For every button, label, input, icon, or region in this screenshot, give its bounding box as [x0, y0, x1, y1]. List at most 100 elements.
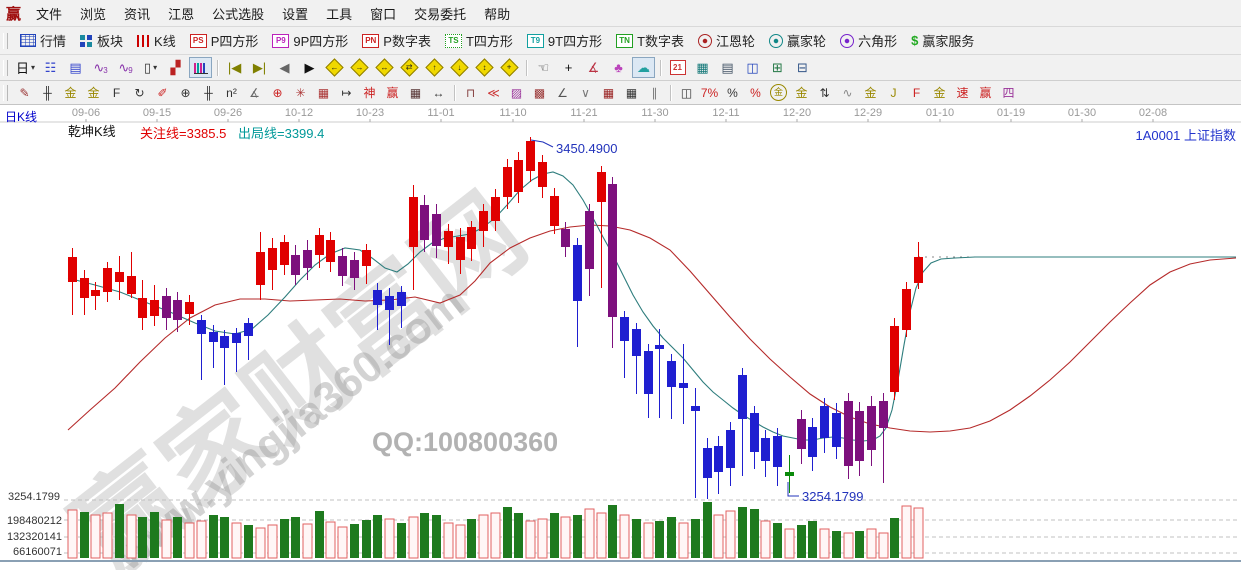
grid-red-tool-button[interactable]: ▦: [598, 83, 619, 102]
minute-chart-button[interactable]: ☷: [39, 57, 62, 78]
gann-arrow-cross-button[interactable]: +: [498, 57, 521, 78]
toolbar-item-winner-service[interactable]: $ 赢家服务: [904, 29, 981, 53]
f-angle-tool-button[interactable]: F: [906, 83, 927, 102]
kline-3-button[interactable]: ∿ 3: [89, 57, 112, 78]
ratio-bars-tool-button[interactable]: ◫: [676, 83, 697, 102]
last-page-button[interactable]: ▶|: [248, 57, 271, 78]
four-angle-tool-button[interactable]: 四: [998, 83, 1019, 102]
angle-ruler-button[interactable]: ∡: [244, 83, 265, 102]
toolbar-item-p-square[interactable]: PS P四方形: [183, 29, 266, 53]
toolbar-item-t-number-table[interactable]: TN T数字表: [609, 29, 691, 53]
chip-purple-button[interactable]: ♣: [607, 57, 630, 78]
pencil-tool-button[interactable]: ✎: [14, 83, 35, 102]
speed-angle-tool-button[interactable]: 速: [952, 83, 973, 102]
gann-arrow-horizontal-button[interactable]: ↔: [373, 57, 396, 78]
width-measure-tool-button[interactable]: ↔: [428, 83, 449, 102]
hand-tool-button[interactable]: ☜: [532, 57, 555, 78]
percent-lines-tool-button[interactable]: %: [745, 83, 766, 102]
toolbar-item-hexagon[interactable]: 六角形: [833, 29, 904, 53]
shen-tool-button[interactable]: 神: [359, 83, 380, 102]
volume-profile-button[interactable]: [189, 57, 212, 78]
menu-item-9[interactable]: 帮助: [484, 6, 511, 22]
menu-item-7[interactable]: 窗口: [370, 6, 397, 22]
next-bar-button[interactable]: ▶: [298, 57, 321, 78]
fibonacci-tool-button[interactable]: F: [106, 83, 127, 102]
percent-7-tool-button[interactable]: 7%: [699, 83, 720, 102]
save-disk-button[interactable]: ◫: [741, 57, 764, 78]
toolbar-item-sectors[interactable]: 板块: [73, 29, 130, 53]
square-grid-tool-button[interactable]: ▦: [313, 83, 334, 102]
gold-angle-2-tool-button[interactable]: 金: [929, 83, 950, 102]
gann-circle-tool-button[interactable]: ⊕: [175, 83, 196, 102]
brush-tool-button[interactable]: ✐: [152, 83, 173, 102]
calendar-button[interactable]: 21: [666, 57, 689, 78]
toolbar-item-9p-square[interactable]: P9 9P四方形: [265, 29, 355, 53]
info-f10-button[interactable]: ▤: [64, 57, 87, 78]
chip-distribution-button[interactable]: ▞: [164, 57, 187, 78]
first-page-button[interactable]: |◀: [223, 57, 246, 78]
menu-item-8[interactable]: 交易委托: [414, 6, 467, 22]
period-day-button[interactable]: 日 ▾: [14, 57, 37, 78]
gann-arrow-right-button[interactable]: →: [348, 57, 371, 78]
parallel-lines-tool-button[interactable]: ∥: [644, 83, 665, 102]
toolbar-item-gann-wheel[interactable]: 江恩轮: [691, 29, 762, 53]
toolbar-item-kline[interactable]: K线: [130, 29, 183, 53]
chart-area[interactable]: 赢家财富网 www.yingjia360.com QQ:100800360 09…: [0, 105, 1241, 570]
ying-tool-button[interactable]: 赢: [382, 83, 403, 102]
toolbar-item-winner-wheel[interactable]: 赢家轮: [762, 29, 833, 53]
wave-tool-button[interactable]: ∿: [837, 83, 858, 102]
n-square-tool-button[interactable]: n²: [221, 83, 242, 102]
notebook-button[interactable]: ▤: [716, 57, 739, 78]
remote-pc-button[interactable]: ⊟: [791, 57, 814, 78]
grid-dark-tool-button[interactable]: ▦: [621, 83, 642, 102]
kline-9-button[interactable]: ∿ 9: [114, 57, 137, 78]
candlestick-chart[interactable]: 09-06 09-15 09-26 10-12 10-23 11-01 11-10 11-21…: [0, 105, 1241, 570]
menu-item-3[interactable]: 江恩: [168, 6, 195, 22]
protractor-tool-button[interactable]: ∡: [582, 57, 605, 78]
grid-123-tool-button[interactable]: ▦: [405, 83, 426, 102]
ying-angle-tool-button[interactable]: 赢: [975, 83, 996, 102]
grid-hash-1-button[interactable]: ╫: [37, 83, 58, 102]
calculator-button[interactable]: ▦: [691, 57, 714, 78]
candle-style-button[interactable]: ▯ ▾: [139, 57, 162, 78]
updown-brush-tool-button[interactable]: ⇅: [814, 83, 835, 102]
menu-item-4[interactable]: 公式选股: [212, 6, 265, 22]
menu-item-5[interactable]: 设置: [282, 6, 309, 22]
box-fan-tool-button[interactable]: ▨: [506, 83, 527, 102]
gann-arrow-left-button[interactable]: ←: [323, 57, 346, 78]
menu-item-6[interactable]: 工具: [326, 6, 353, 22]
toolbar-item-t-square[interactable]: TS T四方形: [438, 29, 520, 53]
check-lines-tool-button[interactable]: ∨: [575, 83, 596, 102]
send-chart-button[interactable]: ⊞: [766, 57, 789, 78]
target-tool-button[interactable]: ⊕: [267, 83, 288, 102]
toolbar-item-quotes[interactable]: 行情: [13, 29, 73, 53]
gold-section-1-button[interactable]: 金: [60, 83, 81, 102]
period-label[interactable]: 日K线: [5, 110, 38, 124]
gold-section-2-button[interactable]: 金: [83, 83, 104, 102]
menu-item-1[interactable]: 浏览: [80, 6, 107, 22]
gann-arrow-vertical-button[interactable]: ↕: [473, 57, 496, 78]
spiral-tool-button[interactable]: ↻: [129, 83, 150, 102]
grid-hash-2-button[interactable]: ╫: [198, 83, 219, 102]
percent-tool-button[interactable]: %: [722, 83, 743, 102]
prev-bar-button[interactable]: ◀: [273, 57, 296, 78]
j-angle-tool-button[interactable]: J: [883, 83, 904, 102]
gold-circle-tool-button[interactable]: 金: [768, 83, 789, 102]
gold-lines-tool-button[interactable]: 金: [791, 83, 812, 102]
gann-arrow-swap-button[interactable]: ⇄: [398, 57, 421, 78]
cloud-analysis-button[interactable]: ☁: [632, 57, 655, 78]
angle-lines-tool-button[interactable]: ∠: [552, 83, 573, 102]
gold-angle-tool-button[interactable]: 金: [860, 83, 881, 102]
fan-rays-tool-button[interactable]: ≪: [483, 83, 504, 102]
starburst-tool-button[interactable]: ✳: [290, 83, 311, 102]
toolbar-item-9t-square[interactable]: T9 9T四方形: [520, 29, 609, 53]
crosshair-tool-button[interactable]: +: [557, 57, 580, 78]
menu-item-2[interactable]: 资讯: [124, 6, 151, 22]
menu-item-0[interactable]: 文件: [36, 6, 63, 22]
measure-tool-button[interactable]: ↦: [336, 83, 357, 102]
box-tool-button[interactable]: ⊓: [460, 83, 481, 102]
gann-arrow-down-button[interactable]: ↓: [448, 57, 471, 78]
toolbar-item-p-number-table[interactable]: PN P数字表: [355, 29, 438, 53]
gann-arrow-up-button[interactable]: ↑: [423, 57, 446, 78]
box-rays-tool-button[interactable]: ▩: [529, 83, 550, 102]
